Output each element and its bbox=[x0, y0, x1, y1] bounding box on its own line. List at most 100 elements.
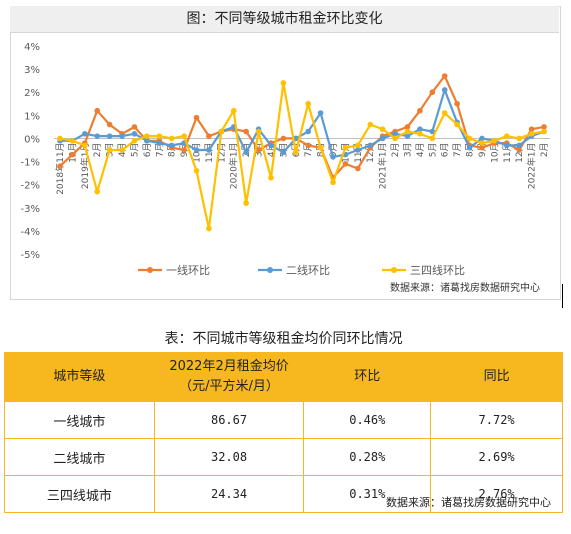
cell-price: 24.34 bbox=[153, 475, 305, 513]
y-tick-label: 0% bbox=[24, 134, 40, 145]
data-point bbox=[119, 147, 125, 153]
cell-mom: 0.46% bbox=[303, 401, 432, 439]
y-tick-label: 1% bbox=[24, 111, 40, 122]
y-tick-label: 4% bbox=[24, 42, 40, 53]
legend-marker bbox=[267, 267, 273, 273]
cell-level: 一线城市 bbox=[4, 401, 155, 439]
data-point bbox=[57, 163, 63, 169]
legend-marker bbox=[147, 267, 153, 273]
data-point bbox=[305, 128, 312, 135]
data-point bbox=[280, 80, 287, 86]
header-price-line2: （元/平方米/月） bbox=[179, 379, 279, 394]
legend-label: 二线环比 bbox=[286, 263, 330, 277]
data-point bbox=[417, 131, 423, 137]
series-line-1 bbox=[59, 74, 545, 179]
data-point bbox=[82, 142, 88, 149]
x-tick-label: 3月 bbox=[402, 142, 413, 157]
data-point bbox=[317, 144, 324, 151]
data-point bbox=[181, 133, 187, 139]
data-point bbox=[342, 144, 349, 151]
chart-title: 图：不同等级城市租金环比变化 bbox=[186, 11, 383, 27]
data-point bbox=[181, 147, 187, 153]
x-tick-label: 12月 bbox=[216, 142, 227, 162]
data-point bbox=[417, 126, 423, 132]
data-point bbox=[268, 142, 274, 149]
y-tick-label: -1% bbox=[21, 158, 40, 169]
header-price: 2022年2月租金均价 （元/平方米/月） bbox=[153, 352, 305, 402]
data-point bbox=[528, 126, 535, 132]
data-point bbox=[342, 161, 349, 167]
data-point bbox=[94, 133, 101, 139]
x-tick-label: 2月 bbox=[390, 142, 401, 157]
data-point bbox=[404, 133, 411, 139]
data-point bbox=[168, 135, 175, 142]
data-point bbox=[479, 135, 485, 142]
x-tick-label: 2月 bbox=[92, 142, 103, 157]
data-point bbox=[466, 135, 473, 142]
data-point bbox=[193, 114, 200, 121]
data-point bbox=[429, 128, 436, 135]
x-tick-label: 2021年1月 bbox=[377, 142, 389, 189]
table-source: 数据来源：诸葛找房数据研究中心 bbox=[386, 496, 551, 509]
header-yoy: 同比 bbox=[430, 352, 563, 402]
data-point bbox=[528, 131, 535, 137]
data-point bbox=[404, 128, 411, 135]
legend-label: 一线环比 bbox=[166, 263, 210, 277]
x-tick-label: 6月 bbox=[142, 142, 153, 157]
cell-mom: 0.31% bbox=[303, 475, 432, 513]
data-point bbox=[417, 107, 423, 114]
data-point bbox=[156, 133, 163, 139]
data-point bbox=[168, 142, 175, 149]
data-point bbox=[131, 131, 138, 137]
data-point bbox=[193, 168, 200, 174]
y-tick-label: -4% bbox=[21, 227, 40, 238]
cell-price: 32.08 bbox=[153, 438, 305, 476]
cell-yoy: 2.69% bbox=[430, 438, 563, 476]
data-point bbox=[392, 135, 398, 142]
series-line-3 bbox=[59, 81, 545, 230]
table-header-row: 城市等级 2022年2月租金均价 （元/平方米/月） 环比 同比 bbox=[4, 352, 563, 402]
x-tick-label: 9月 bbox=[328, 142, 339, 157]
y-tick-label: -2% bbox=[21, 181, 40, 192]
data-point bbox=[503, 142, 510, 149]
table-title: 表：不同城市等级租金均价同环比情况 bbox=[164, 331, 403, 347]
data-point bbox=[541, 128, 547, 135]
data-point bbox=[106, 147, 113, 153]
legend-marker bbox=[391, 267, 397, 273]
data-point bbox=[503, 133, 510, 139]
data-point bbox=[466, 144, 473, 151]
data-point bbox=[206, 225, 212, 232]
x-tick-label: 5月 bbox=[427, 142, 438, 157]
data-point bbox=[429, 89, 436, 96]
data-point bbox=[131, 137, 138, 144]
data-point bbox=[82, 131, 88, 137]
data-point bbox=[392, 131, 398, 137]
x-tick-label: 12月 bbox=[365, 142, 376, 162]
data-point bbox=[230, 107, 237, 114]
cell-mom: 0.28% bbox=[303, 438, 432, 476]
data-point bbox=[404, 124, 411, 130]
data-point bbox=[516, 142, 522, 149]
data-point bbox=[255, 147, 262, 153]
x-tick-label: 7月 bbox=[154, 142, 165, 157]
x-tick-label: 2020年1月 bbox=[228, 142, 240, 189]
data-point bbox=[479, 144, 485, 151]
data-point bbox=[280, 149, 287, 156]
data-point bbox=[94, 107, 101, 114]
data-point bbox=[355, 147, 361, 153]
data-point bbox=[441, 73, 448, 79]
data-point bbox=[206, 133, 212, 139]
data-point bbox=[243, 200, 249, 206]
data-point bbox=[441, 110, 448, 116]
header-mom: 环比 bbox=[303, 352, 432, 402]
data-point bbox=[305, 142, 312, 149]
x-tick-label: 2月 bbox=[539, 142, 550, 157]
data-point bbox=[57, 135, 63, 142]
x-tick-label: 7月 bbox=[303, 142, 314, 157]
data-point bbox=[379, 126, 386, 132]
y-tick-label: -5% bbox=[21, 250, 40, 261]
data-point bbox=[292, 149, 299, 156]
cell-yoy: 2.76% bbox=[430, 475, 563, 513]
data-point bbox=[454, 100, 460, 107]
cell-level: 二线城市 bbox=[4, 438, 155, 476]
